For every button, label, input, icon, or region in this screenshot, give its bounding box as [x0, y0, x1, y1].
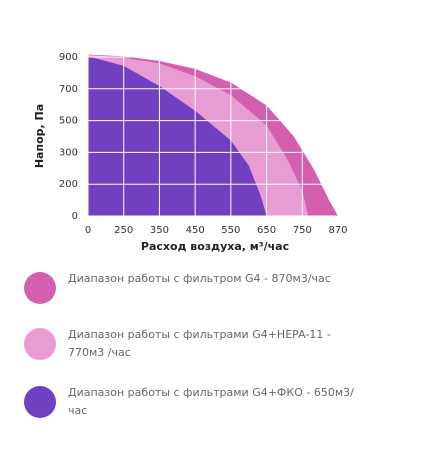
- legend-label: Диапазон работы с фильтром G4 - 870м3/ча…: [68, 272, 331, 285]
- y-axis-title: Напор, Па: [33, 104, 46, 168]
- legend-item: Диапазон работы с фильтрами G4+HEPA-11 -…: [24, 322, 384, 362]
- y-tick-label: 300: [59, 147, 78, 158]
- legend-item: Диапазон работы с фильтром G4 - 870м3/ча…: [24, 266, 384, 306]
- legend-label: Диапазон работы с фильтрами G4+ФКО - 650…: [68, 386, 354, 417]
- y-tick-label: 700: [59, 84, 78, 95]
- y-tick-label: 0: [72, 211, 78, 222]
- x-axis-title: Расход воздуха, м³/час: [141, 240, 289, 253]
- x-tick-label: 750: [293, 225, 312, 236]
- x-tick-label: 250: [114, 225, 133, 236]
- y-tick-label: 900: [59, 52, 78, 63]
- x-tick-label: 450: [186, 225, 205, 236]
- chart: Расход воздуха, м³/час Напор, Па 0 250 350…: [33, 50, 348, 253]
- x-tick-label: 550: [221, 225, 240, 236]
- legend-swatch: [24, 386, 56, 418]
- x-tick-label: 650: [257, 225, 276, 236]
- legend-swatch: [24, 272, 56, 304]
- area: [88, 56, 267, 216]
- y-tick-label: 200: [59, 179, 78, 190]
- x-tick-label: 870: [328, 225, 347, 236]
- legend-label: Диапазон работы с фильтрами G4+HEPA-11 -…: [68, 328, 331, 359]
- x-tick-label: 0: [85, 225, 91, 236]
- legend-item: Диапазон работы с фильтрами G4+ФКО - 650…: [24, 380, 384, 420]
- x-tick-label: 350: [150, 225, 169, 236]
- legend-swatch: [24, 328, 56, 360]
- y-tick-label: 500: [59, 116, 78, 127]
